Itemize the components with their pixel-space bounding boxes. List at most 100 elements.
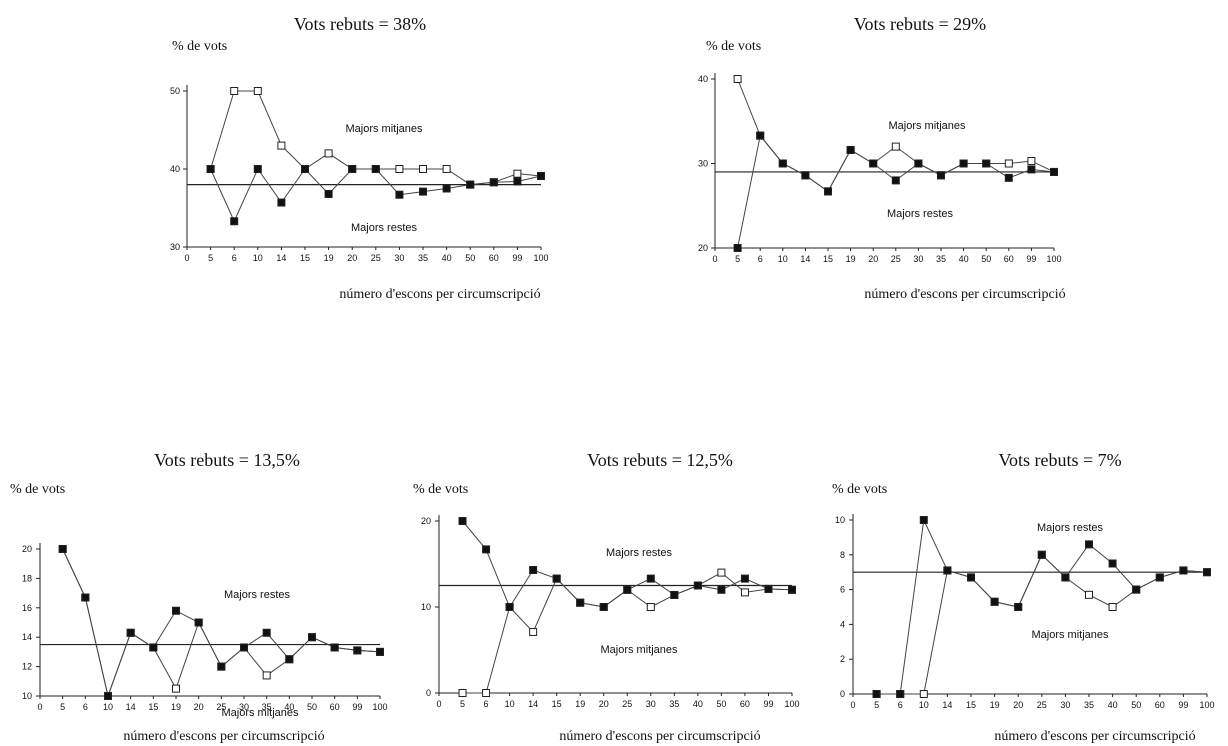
x-tick-label: 25 [622, 699, 632, 709]
x-axis-label: número d'escons per circumscripció [994, 729, 1195, 744]
data-point-filled [764, 584, 773, 593]
data-point-filled [1085, 540, 1093, 549]
x-tick-label: 0 [850, 700, 855, 710]
series-line-filled [737, 134, 1055, 249]
data-point-open [529, 627, 538, 636]
data-point-filled [1155, 573, 1164, 582]
data-point-filled [990, 597, 999, 606]
x-tick-label: 50 [1131, 700, 1141, 710]
data-point-filled [217, 662, 226, 671]
x-tick-label: 25 [1037, 700, 1047, 710]
y-tick-label: 40 [698, 74, 708, 84]
series-annotation: Majors restes [887, 208, 954, 220]
x-tick-label: 10 [103, 702, 113, 712]
x-tick-label: 100 [1199, 700, 1214, 710]
data-point-filled [1179, 566, 1188, 575]
data-point-filled [552, 574, 561, 583]
series-line-filled [876, 518, 1208, 695]
y-tick-label: 30 [170, 242, 180, 252]
chart-title: Vots rebuts = 12,5% [587, 450, 733, 470]
chart-title: Vots rebuts = 38% [294, 14, 426, 34]
x-tick-label: 30 [394, 253, 404, 263]
x-axis-label: número d'escons per circumscripció [559, 729, 760, 744]
data-point-filled [104, 692, 112, 700]
x-tick-label: 6 [898, 700, 903, 710]
x-tick-label: 40 [959, 254, 969, 264]
x-tick-label: 20 [194, 702, 204, 712]
x-tick-label: 60 [1155, 700, 1165, 710]
x-tick-label: 5 [874, 700, 879, 710]
chart-title: Vots rebuts = 29% [854, 14, 986, 34]
x-tick-label: 60 [489, 253, 499, 263]
data-point-filled [801, 171, 810, 180]
x-tick-label: 25 [891, 254, 901, 264]
data-point-filled [670, 590, 679, 599]
chart-panel-1: Vots rebuts = 38% % de vots número d'escon… [170, 14, 549, 302]
data-point-filled [489, 178, 498, 187]
x-tick-label: 35 [669, 699, 679, 709]
x-tick-label: 60 [330, 702, 340, 712]
x-tick-label: 15 [148, 702, 158, 712]
data-point-open [513, 169, 522, 178]
chart-panel-5: Vots rebuts = 7% % de vots número d'escons… [832, 450, 1215, 744]
data-point-filled [371, 165, 380, 173]
x-tick-label: 10 [778, 254, 788, 264]
data-point-filled [308, 633, 316, 642]
x-tick-label: 30 [646, 699, 656, 709]
data-point-filled [891, 176, 900, 185]
data-point-open [482, 689, 491, 697]
x-tick-label: 20 [1013, 700, 1023, 710]
data-point-open [172, 684, 180, 693]
data-point-filled [756, 131, 765, 140]
x-axis-label: número d'escons per circumscripció [864, 287, 1065, 302]
data-point-filled [959, 159, 968, 168]
data-point-filled [262, 628, 271, 637]
data-point-filled [937, 171, 945, 180]
x-tick-label: 5 [60, 702, 65, 712]
data-point-filled [240, 643, 248, 652]
data-point-filled [1004, 173, 1013, 182]
x-axis-label: número d'escons per circumscripció [123, 729, 324, 744]
x-tick-label: 40 [693, 699, 703, 709]
data-point-filled [919, 516, 928, 524]
data-point-filled [348, 165, 357, 173]
data-point-filled [230, 217, 239, 226]
chart-title: Vots rebuts = 7% [998, 450, 1121, 470]
data-point-filled [943, 566, 952, 575]
data-point-filled [395, 190, 404, 199]
series-annotation: Majors mitjanes [600, 644, 678, 656]
data-point-filled [967, 573, 975, 582]
data-point-open [230, 87, 239, 95]
y-tick-label: 0 [426, 688, 431, 698]
y-tick-label: 50 [170, 86, 180, 96]
data-point-open [740, 588, 749, 597]
data-point-filled [285, 655, 294, 664]
x-tick-label: 0 [184, 253, 189, 263]
y-tick-label: 4 [840, 619, 845, 629]
x-tick-label: 15 [552, 699, 562, 709]
data-point-filled [788, 585, 796, 594]
chart-panel-2: Vots rebuts = 29% % de vots número d'escon… [698, 14, 1066, 302]
data-point-filled [458, 517, 467, 525]
data-point-filled [1203, 568, 1211, 577]
x-tick-label: 5 [208, 253, 213, 263]
series-annotation: Majors restes [1037, 522, 1104, 534]
data-point-filled [733, 244, 742, 252]
x-axis-label: número d'escons per circumscripció [339, 287, 540, 302]
chart-title: Vots rebuts = 13,5% [154, 450, 300, 470]
y-tick-label: 0 [840, 689, 845, 699]
x-tick-label: 10 [919, 700, 929, 710]
x-tick-label: 100 [784, 699, 799, 709]
data-point-filled [1050, 167, 1058, 176]
data-point-open [1085, 590, 1093, 599]
data-point-filled [537, 172, 545, 181]
series-annotation: Majors mitjanes [345, 123, 423, 135]
data-point-open [1027, 156, 1036, 165]
x-tick-label: 99 [1026, 254, 1036, 264]
data-point-filled [1108, 559, 1117, 568]
x-tick-label: 15 [966, 700, 976, 710]
x-tick-label: 6 [758, 254, 763, 264]
data-point-open [442, 165, 451, 173]
data-point-filled [693, 581, 702, 590]
